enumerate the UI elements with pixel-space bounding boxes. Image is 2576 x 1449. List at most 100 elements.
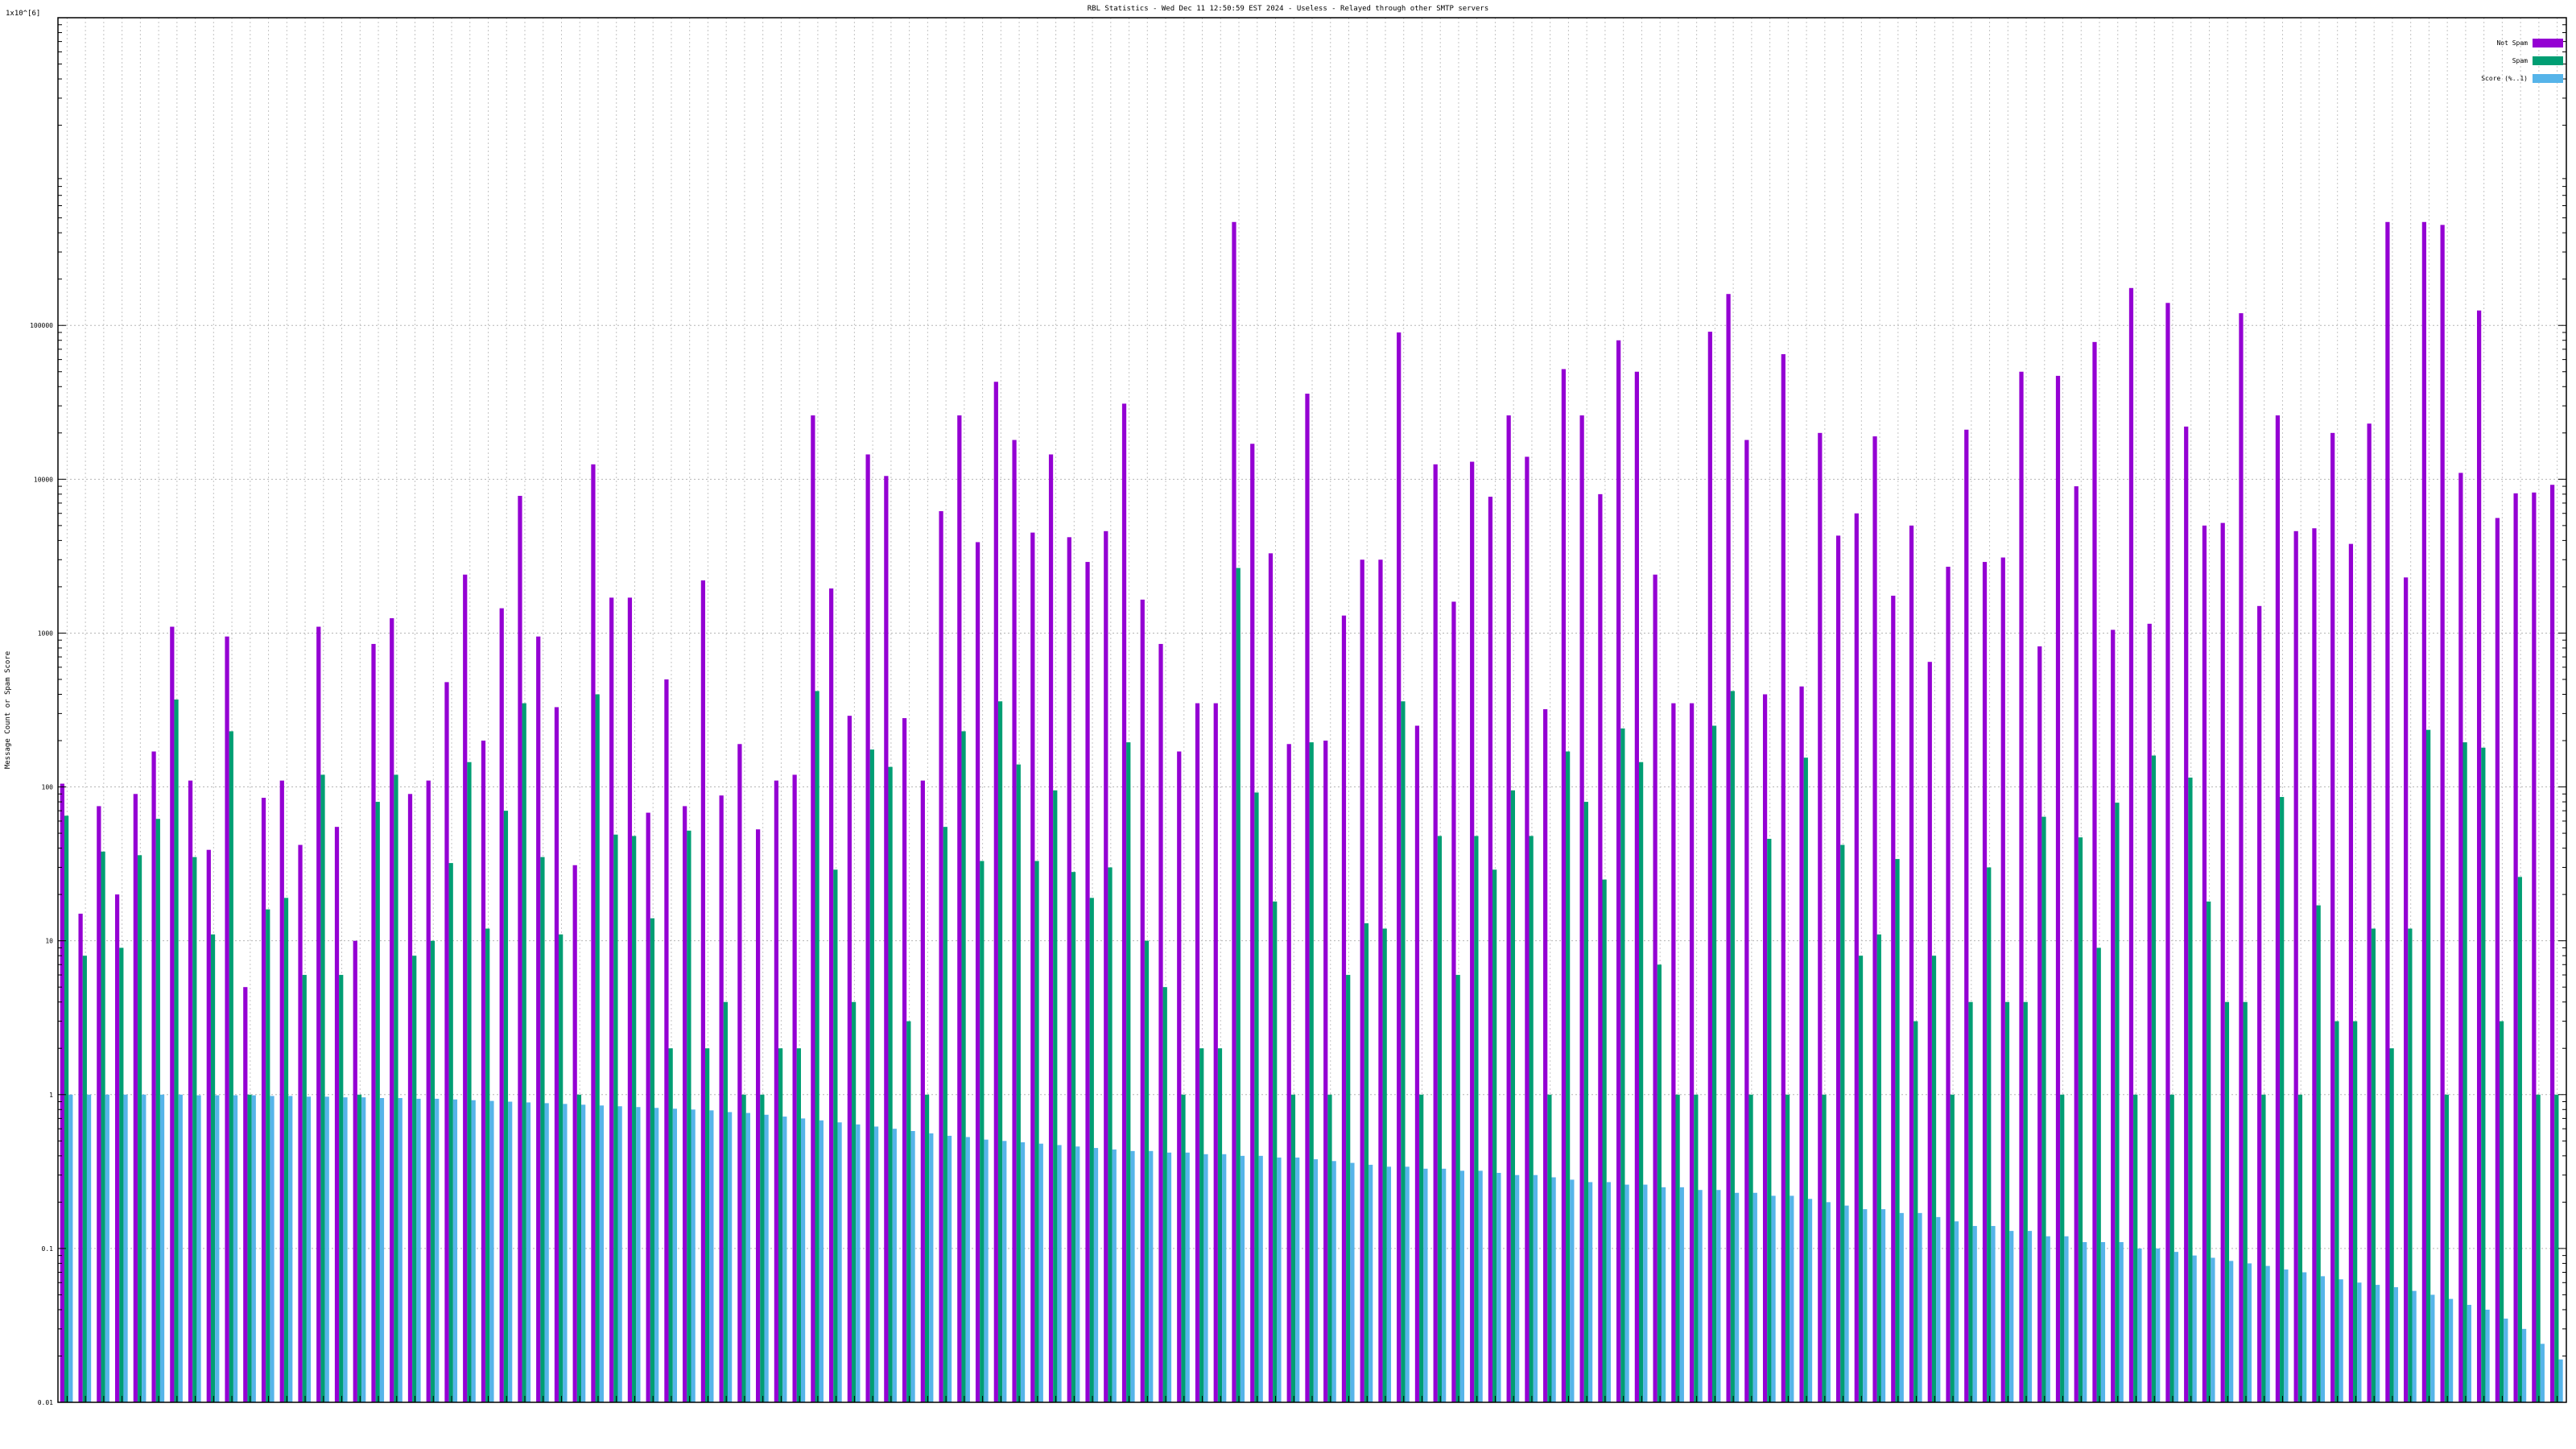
bar-spam [2481, 747, 2486, 1402]
bar-spam [2078, 837, 2083, 1402]
bar-score [2558, 1359, 2563, 1402]
bar-score [929, 1133, 934, 1402]
bar-spam [2499, 1021, 2504, 1402]
bar-spam [2261, 1094, 2266, 1402]
bar-not-spam [2549, 485, 2555, 1402]
bar-not-spam [1195, 703, 1200, 1402]
bar-score [471, 1100, 476, 1402]
bar-not-spam [975, 542, 980, 1403]
bar-spam [1694, 1094, 1699, 1402]
bar-not-spam [1213, 703, 1218, 1402]
bar-score [856, 1124, 861, 1402]
bar-not-spam [1799, 686, 1804, 1402]
bar-score [1661, 1187, 1666, 1402]
bar-score [1093, 1148, 1099, 1402]
bar-not-spam [1927, 662, 1932, 1402]
bar-score [2357, 1282, 2362, 1402]
bar-spam [2554, 1094, 2559, 1402]
bar-not-spam [756, 829, 761, 1402]
bar-spam [1162, 987, 1167, 1402]
bar-score [1002, 1141, 1007, 1402]
bar-not-spam [316, 626, 321, 1402]
bar-not-spam [1451, 601, 1456, 1402]
bar-spam [741, 1094, 746, 1402]
bar-not-spam [133, 794, 138, 1402]
bar-spam [723, 1001, 728, 1402]
bar-score [288, 1096, 293, 1402]
bar-score [1057, 1145, 1062, 1402]
bar-spam [1803, 758, 1808, 1402]
bar-spam [430, 940, 436, 1402]
bar-score [947, 1135, 952, 1402]
bar-score [2448, 1298, 2454, 1402]
bar-spam [2408, 928, 2413, 1402]
bar-spam [229, 731, 233, 1402]
bar-not-spam [2385, 221, 2390, 1402]
bar-spam [943, 827, 947, 1402]
bar-spam [760, 1094, 765, 1402]
bar-score [2229, 1261, 2234, 1402]
bar-score [1496, 1172, 1501, 1402]
bar-spam [2536, 1094, 2541, 1402]
bar-score [892, 1129, 897, 1402]
bar-spam [2353, 1021, 2358, 1402]
bar-spam [1950, 1094, 1955, 1402]
bar-score [1478, 1170, 1483, 1402]
bar-spam [1401, 701, 1406, 1402]
bar-spam [796, 1048, 801, 1402]
bar-not-spam [2220, 522, 2225, 1402]
bar-spam [1566, 751, 1571, 1402]
bar-not-spam [1048, 454, 1054, 1402]
bar-score [1844, 1205, 1849, 1402]
bar-not-spam [2019, 371, 2024, 1402]
bar-score [142, 1094, 147, 1402]
bar-score [1716, 1190, 1721, 1402]
bar-spam [2060, 1094, 2065, 1402]
bar-not-spam [2312, 528, 2317, 1402]
bar-not-spam [1433, 464, 1438, 1402]
bar-spam [101, 851, 105, 1402]
bar-not-spam [591, 464, 596, 1402]
bar-not-spam [1397, 332, 1402, 1402]
bar-spam [1181, 1094, 1186, 1402]
bar-not-spam [1488, 497, 1493, 1402]
bar-not-spam [298, 844, 303, 1402]
bar-score [1203, 1154, 1208, 1402]
bar-score [2467, 1304, 2471, 1402]
bar-not-spam [536, 636, 541, 1402]
bar-score [1130, 1150, 1135, 1402]
bar-score [2156, 1248, 2161, 1402]
bar-not-spam [1835, 535, 1841, 1402]
y-axis: 0.01 0.1 1 10 100 1000 10000 100000 [30, 24, 2566, 1406]
bar-not-spam [1525, 456, 1530, 1402]
y-tick-label: 100000 [30, 322, 53, 329]
bar-not-spam [1634, 371, 1639, 1402]
bar-spam [1419, 1094, 1424, 1402]
bar-not-spam [353, 940, 357, 1402]
bar-not-spam [170, 626, 175, 1402]
bar-spam [210, 934, 216, 1402]
bar-spam [2243, 1001, 2248, 1402]
chart-title: RBL Statistics - Wed Dec 11 12:50:59 EST… [1088, 5, 1489, 13]
bar-score [1112, 1149, 1117, 1402]
bar-not-spam [1286, 744, 1291, 1402]
bar-not-spam [1543, 709, 1548, 1402]
bar-spam [1089, 898, 1094, 1402]
bar-spam [1767, 839, 1772, 1402]
bar-score [1442, 1168, 1447, 1402]
bar-not-spam [1158, 643, 1163, 1402]
bar-spam [1053, 790, 1058, 1402]
bar-score [2119, 1241, 2124, 1402]
bar-not-spam [225, 636, 229, 1402]
bar-not-spam [811, 415, 815, 1402]
bar-spam [1273, 901, 1278, 1402]
bar-spam [1987, 867, 1992, 1402]
bar-not-spam [1818, 432, 1823, 1402]
bar-spam [595, 694, 600, 1402]
bar-not-spam [1781, 353, 1785, 1402]
bar-spam [815, 691, 819, 1402]
bar-score [691, 1109, 696, 1402]
bar-score [1734, 1192, 1740, 1402]
bar-not-spam [572, 865, 577, 1402]
bar-spam [357, 1094, 362, 1402]
